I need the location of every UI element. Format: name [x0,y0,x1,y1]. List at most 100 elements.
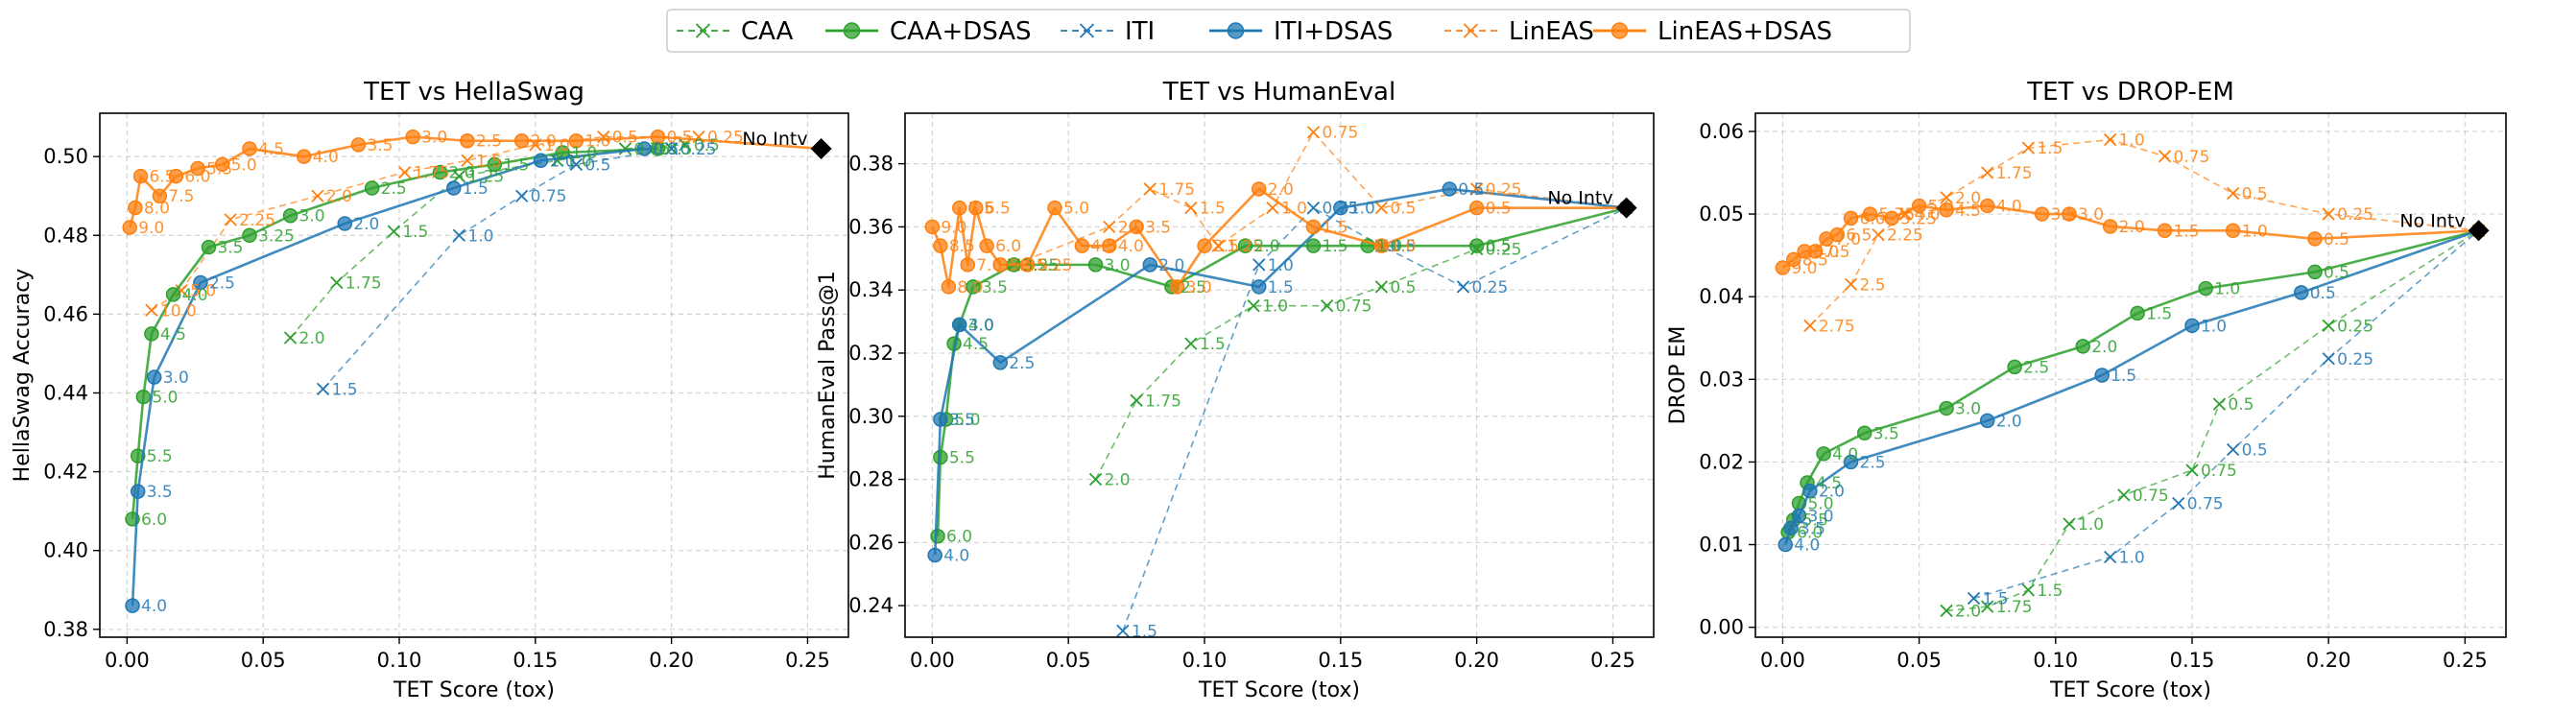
x-tick-label: 0.00 [910,649,955,672]
legend-label-iti-dsas: ITI+DSAS [1274,17,1393,46]
point-label-iti-dsas: 2.5 [1009,354,1035,373]
data-point-lineas [1981,166,1994,179]
point-label-lineas-dsas: 3.5 [1145,218,1171,237]
data-point-lineas-dsas [1911,198,1927,214]
data-point-lineas-dsas [1373,238,1390,253]
series-line-caa-dsas [131,147,658,519]
data-point-caa [330,275,344,290]
data-point-lineas-dsas [2102,219,2118,234]
y-tick-label: 0.03 [1699,368,1744,391]
data-point-iti-dsas [933,412,948,427]
point-label-caa-dsas: 3.5 [982,278,1008,297]
data-point-iti-dsas [1442,181,1458,197]
point-label-lineas-dsas: 5.0 [1063,200,1089,219]
data-point-lineas-dsas [2225,223,2241,239]
legend-marker-caa [695,23,711,38]
data-point-iti-dsas [533,153,549,169]
point-label-caa-dsas: 6.0 [141,511,167,530]
point-label-caa: 2.0 [299,329,325,348]
point-label-lineas-dsas: 4.5 [258,140,284,159]
point-label-caa: 1.0 [2078,515,2104,535]
point-label-caa: 2.0 [1105,471,1131,490]
y-tick-label: 0.40 [43,539,88,562]
data-point-iti [1252,258,1266,272]
data-point-lineas-dsas [1862,206,1878,222]
no-intervention-marker [810,137,832,159]
axes: 0.00 0.05 0.10 0.15 0.20 0.25 0.24 0.26 0.28 0.30… [848,153,1635,672]
x-tick-label: 0.00 [105,649,150,672]
data-point-caa-dsas [1468,238,1485,253]
data-point-caa-dsas [1305,238,1322,253]
data-point-iti-dsas [193,274,208,291]
legend-label-iti: ITI [1125,17,1155,46]
x-tick-label: 0.05 [1896,649,1942,672]
data-point-iti-dsas [636,141,653,156]
point-label-lineas: 1.5 [2037,139,2063,158]
point-label-lineas-dsas: 4.0 [1118,237,1144,256]
y-tick-label: 0.28 [848,468,894,491]
point-label-iti: 1.0 [1268,256,1294,275]
series-iti [316,142,679,396]
point-label-lineas-dsas: 5.5 [1009,256,1035,275]
point-label-iti-dsas: 0.5 [1458,180,1484,200]
series-iti-dsas [927,181,1634,563]
data-point-iti-dsas [927,547,942,563]
data-point-lineas [1844,277,1858,291]
point-label-caa-dsas: 4.5 [1816,474,1842,493]
point-label-iti: 0.5 [1390,237,1416,256]
data-point-lineas [224,213,237,226]
data-point-caa [2021,583,2035,597]
y-tick-label: 0.48 [43,224,88,247]
data-point-caa-dsas [2307,264,2323,280]
series-caa [1940,224,2486,618]
data-point-iti-dsas [1783,520,1799,536]
point-label-lineas-dsas: 8.0 [144,200,170,219]
series-line-iti [1973,229,2480,600]
chart-title: TET vs HumanEval [1162,78,1395,107]
data-point-caa [2322,319,2335,332]
data-point-lineas [398,165,412,179]
data-point-caa [679,138,692,152]
point-label-iti-dsas: 4.0 [943,546,969,565]
y-tick-label: 0.50 [43,145,88,168]
data-point-caa-dsas [2198,280,2213,297]
data-point-lineas-dsas [2307,231,2323,247]
series-line-iti-dsas [131,147,645,606]
plot-area [924,126,1634,637]
point-label-lineas-dsas: 7.0 [976,256,1002,275]
point-label-lineas-dsas: 3.5 [367,136,393,155]
point-label-lineas: 0.5 [612,129,638,148]
point-label-caa-dsas: 4.5 [160,325,186,345]
data-point-lineas-dsas [1829,226,1846,243]
point-label-caa-dsas: 6.0 [946,528,972,547]
point-label-iti-dsas: 3.5 [949,411,975,430]
data-point-lineas-dsas [1074,238,1090,253]
point-label-lineas-dsas: 6.0 [184,168,210,187]
panel-humaneval: 0.00 0.05 0.10 0.15 0.20 0.25 0.24 0.26 0.28 0.30… [816,78,1655,702]
point-label-lineas-dsas: 4.0 [1996,197,2022,216]
point-label-lineas: 2.25 [1887,226,1923,246]
point-label-lineas: 0.25 [707,129,744,148]
point-label-lineas-dsas: 6.0 [995,237,1021,256]
data-point-lineas-dsas [967,200,984,216]
data-point-lineas-dsas [1019,257,1036,273]
data-point-lineas-dsas [1775,260,1791,275]
data-point-iti-dsas [1333,200,1348,216]
data-point-caa-dsas [555,145,570,160]
data-point-caa-dsas [201,239,217,255]
point-label-caa-dsas: 0.5 [666,140,692,159]
point-label-lineas: 1.25 [1227,237,1263,256]
data-point-caa-dsas [165,287,181,302]
axes-frame [904,112,1655,638]
point-label-iti-dsas: 3.5 [147,483,173,502]
data-point-iti-dsas [130,484,146,499]
point-label-lineas-dsas: 0.5 [2324,230,2349,250]
point-label-iti: 0.75 [531,187,567,206]
no-intervention-marker [2468,220,2490,242]
data-point-lineas [2021,141,2035,154]
point-label-caa: 0.25 [2337,317,2373,336]
data-point-lineas-dsas [1979,198,1995,214]
point-label-caa-dsas: 4.0 [1832,445,1858,464]
legend-label-lineas-dsas: LinEAS+DSAS [1658,17,1832,46]
point-label-lineas-dsas: 5.75 [1878,205,1915,225]
